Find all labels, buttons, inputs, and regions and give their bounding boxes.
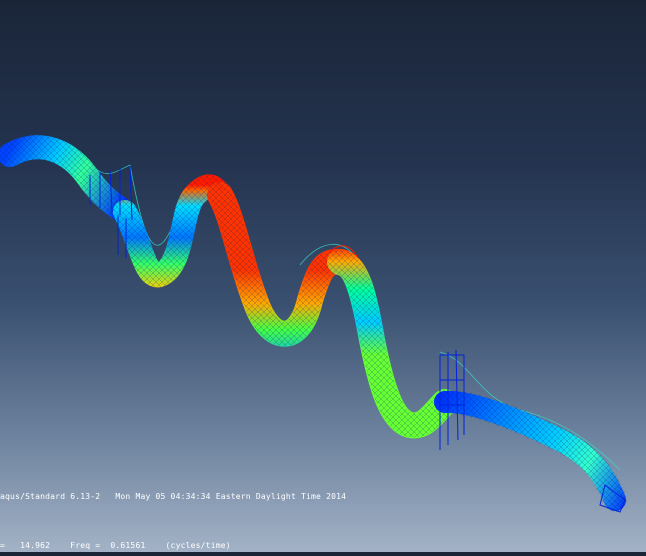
product-info-line: aqus/Standard 6.13-2 Mon May 05 04:34:34…: [0, 492, 347, 501]
frequency-info-line: = 14.962 Freq = 0.61561 (cycles/time): [0, 541, 231, 550]
peak-highlights: [197, 180, 359, 259]
support-structures: [89, 165, 626, 513]
mesh-overlay: [0, 135, 627, 512]
